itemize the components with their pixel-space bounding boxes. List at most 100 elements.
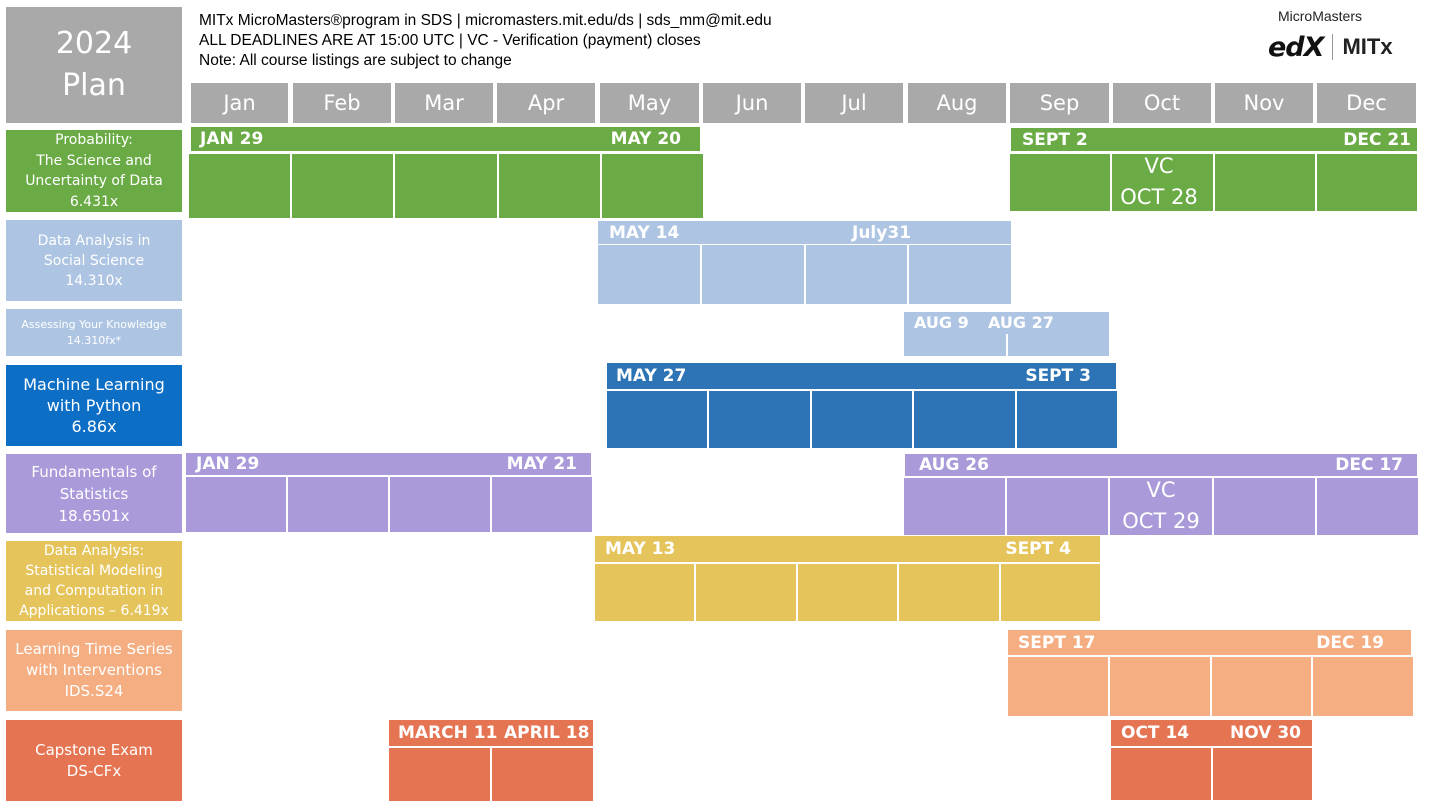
month-cell (1007, 334, 1109, 356)
month-cell (595, 564, 697, 621)
plan-year: 2024 (55, 26, 133, 61)
month-cell (601, 154, 704, 218)
course-label-line: Machine Learning (23, 375, 165, 394)
month-cell (389, 748, 492, 801)
month-cell (292, 154, 396, 218)
edx-logo: edX (1268, 31, 1324, 63)
month-header-oct: Oct (1113, 83, 1211, 123)
month-cell (607, 391, 710, 448)
course-label-line: Data Analysis in (37, 232, 151, 249)
month-cell (395, 154, 499, 218)
month-header-dec: Dec (1317, 83, 1416, 123)
month-cell (1110, 478, 1214, 535)
session-bar-data-analysis-social-science: MAY 14 July31 (598, 221, 1011, 244)
partner-logos: edX MITx (1268, 30, 1393, 64)
session-cells-capstone-spring (389, 748, 593, 801)
session-cells-data-analysis-statistical-modeling (595, 564, 1101, 621)
course-label-line: and Computation in (24, 583, 164, 599)
month-cell (1214, 154, 1317, 211)
month-cell (1016, 391, 1118, 448)
session-bar-probability-fall: SEPT 2 DEC 21 (1011, 128, 1417, 151)
end-date: DEC 19 (1316, 633, 1384, 653)
course-label-fundamentals-of-statistics: Fundamentals of Statistics 18.6501x (6, 454, 182, 533)
month-header-jul: Jul (805, 83, 903, 123)
vc-date: OCT 29 (1122, 509, 1200, 533)
session-cells-assessing-your-knowledge (904, 334, 1109, 356)
end-date: MAY 21 (506, 454, 577, 474)
start-date: MAY 13 (605, 539, 676, 559)
verification-close-probability: VC OCT 28 (1110, 151, 1208, 213)
course-code: IDS.S24 (64, 682, 124, 700)
session-cells-fundamentals-spring (186, 477, 592, 532)
month-header-mar: Mar (395, 83, 493, 123)
session-cells-data-analysis-social-science (598, 245, 1011, 304)
start-date: AUG 26 (919, 455, 989, 475)
vc-label: VC (1144, 154, 1174, 178)
month-cell (811, 391, 915, 448)
month-cell (709, 391, 812, 448)
vc-date: OCT 28 (1120, 185, 1198, 209)
course-label-line: The Science and (36, 152, 152, 169)
month-header-apr: Apr (497, 83, 595, 123)
month-cell (1316, 478, 1419, 535)
plan-title-box: 2024 Plan (6, 7, 182, 123)
month-cell (186, 477, 288, 532)
month-cell (1007, 478, 1111, 535)
course-code: 14.310fx* (66, 333, 122, 347)
course-code: 6.431x (69, 193, 119, 210)
session-cells-capstone-fall (1111, 748, 1312, 800)
course-label-line: Social Science (43, 252, 145, 269)
logo-divider (1332, 34, 1334, 60)
month-header-jan: Jan (191, 83, 288, 123)
month-cell (1112, 154, 1215, 211)
session-cells-probability-spring (189, 154, 704, 218)
course-code: DS-CFx (66, 761, 122, 780)
month-cell (1211, 657, 1314, 716)
month-header-may: May (600, 83, 699, 123)
session-bar-learning-time-series: SEPT 17 DEC 19 (1008, 630, 1411, 655)
month-header-aug: Aug (908, 83, 1006, 123)
start-date: SEPT 2 (1022, 130, 1088, 150)
end-date: DEC 21 (1343, 130, 1411, 150)
course-code: 18.6501x (58, 506, 130, 525)
course-label-data-analysis-statistical-modeling: Data Analysis: Statistical Modeling and … (6, 541, 182, 621)
session-bar-capstone-fall: OCT 14 NOV 30 (1111, 720, 1312, 746)
session-bar-fundamentals-fall: AUG 26 DEC 17 (905, 454, 1417, 476)
month-cell (1212, 748, 1312, 800)
end-date: NOV 30 (1230, 723, 1301, 743)
month-cell (1008, 657, 1110, 716)
month-cell (1313, 657, 1413, 716)
course-label-line: Statistics (59, 484, 129, 503)
session-cells-learning-time-series (1008, 657, 1413, 716)
course-label-line: Statistical Modeling (25, 563, 163, 579)
course-label-data-analysis-social-science: Data Analysis in Social Science 14.310x (6, 220, 182, 301)
course-label-assessing-your-knowledge: Assessing Your Knowledge 14.310fx* (6, 309, 182, 356)
course-label-line: Uncertainty of Data (25, 173, 163, 189)
month-cell (797, 564, 900, 621)
program-info: MITx MicroMasters®program in SDS | micro… (199, 11, 772, 71)
start-date: MAY 14 (609, 223, 680, 243)
month-cell (1000, 564, 1101, 621)
month-header-jun: Jun (703, 83, 801, 123)
month-cell (492, 477, 592, 532)
start-date: SEPT 17 (1018, 633, 1096, 653)
start-date: JAN 29 (196, 454, 260, 474)
start-date: MARCH 11 (398, 723, 498, 743)
month-header-nov: Nov (1215, 83, 1313, 123)
session-bar-data-analysis-statistical-modeling: MAY 13 SEPT 4 (595, 536, 1100, 562)
micromasters-logo: MicroMasters (1278, 8, 1363, 24)
month-cell (696, 564, 798, 621)
course-label-line: Learning Time Series (15, 640, 173, 658)
session-bar-assessing-your-knowledge: AUG 9 AUG 27 (904, 312, 1109, 334)
end-date: MAY 20 (610, 129, 681, 149)
month-header-feb: Feb (293, 83, 391, 123)
session-bar-probability-spring: JAN 29 MAY 20 (191, 127, 700, 151)
session-cells-probability-fall (1010, 154, 1417, 211)
month-cell (701, 245, 806, 304)
course-label-machine-learning: Machine Learning with Python 6.86x (6, 365, 182, 446)
session-bar-fundamentals-spring: JAN 29 MAY 21 (186, 453, 591, 475)
session-bar-machine-learning: MAY 27 SEPT 3 (607, 363, 1116, 389)
month-header-sep: Sep (1010, 83, 1109, 123)
month-cell (899, 564, 1001, 621)
end-date: DEC 17 (1335, 455, 1403, 475)
